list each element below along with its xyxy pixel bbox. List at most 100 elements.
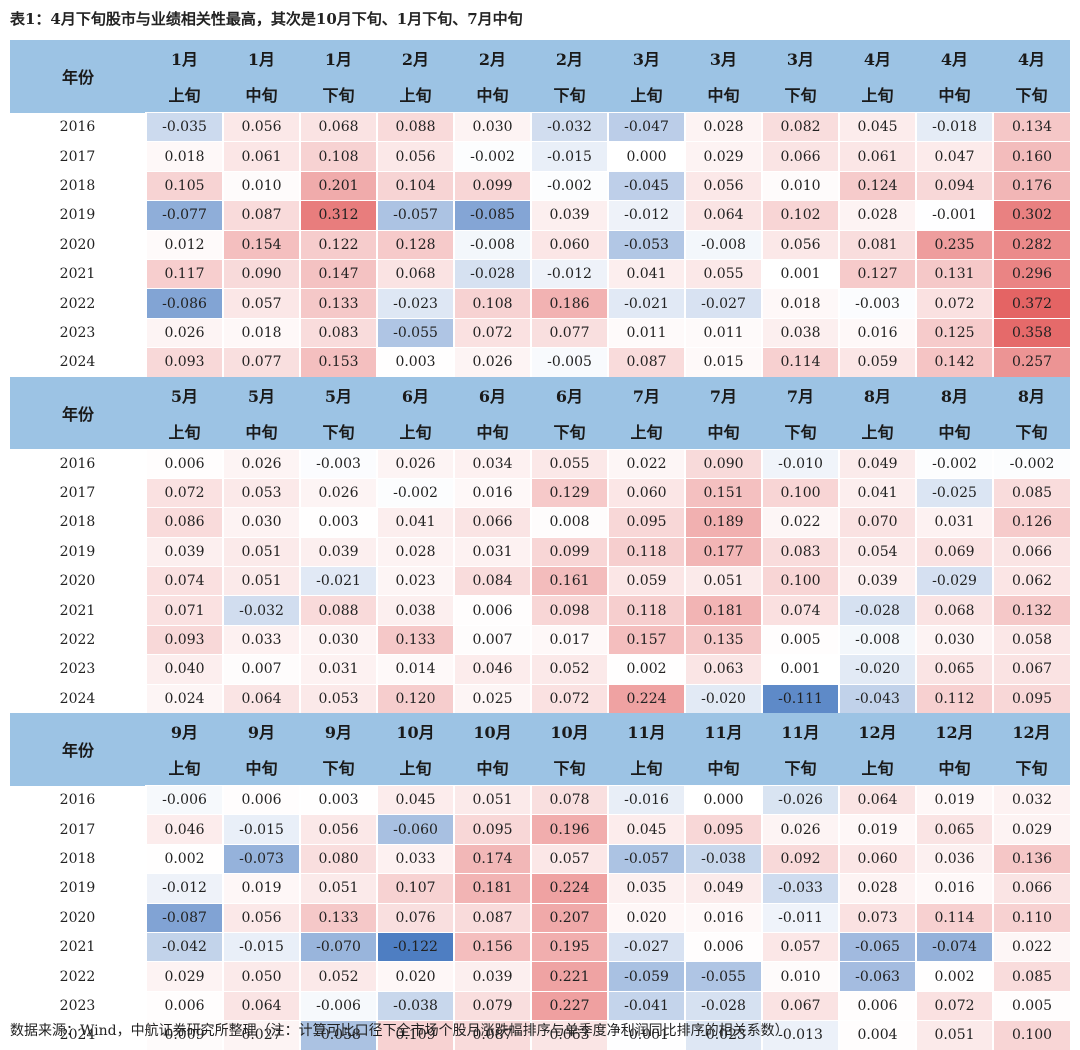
header-row-months: 年份 9月 9月 9月 10月 10月 10月 11月 11月 11月 12月 12月 12月 xyxy=(10,713,1070,786)
value-cell: -0.008 xyxy=(684,229,762,260)
value-cell: 0.050 xyxy=(222,961,300,992)
value-cell: 0.156 xyxy=(453,931,531,962)
table-row: 2018 0.086 0.030 0.003 0.041 0.066 0.008 0.095 0… xyxy=(10,507,1070,538)
value-cell: 0.052 xyxy=(299,961,377,992)
value-cell: -0.042 xyxy=(145,931,223,962)
value-cell: 0.083 xyxy=(299,317,377,348)
value-cell: -0.028 xyxy=(453,258,531,289)
value-cell: 0.186 xyxy=(530,288,608,319)
month-header: 7月 xyxy=(762,376,839,413)
period-header: 上旬 xyxy=(839,76,916,113)
value-cell: 0.312 xyxy=(299,200,377,231)
value-cell: 0.104 xyxy=(376,170,454,201)
value-cell: 0.019 xyxy=(838,814,916,845)
value-cell: 0.056 xyxy=(222,111,300,142)
value-cell: 0.032 xyxy=(992,785,1070,815)
value-cell: -0.016 xyxy=(607,785,685,815)
value-cell: 0.224 xyxy=(530,873,608,904)
period-header: 中旬 xyxy=(685,412,762,450)
value-cell: -0.006 xyxy=(145,785,223,815)
value-cell: -0.045 xyxy=(607,170,685,201)
month-header: 11月 xyxy=(762,713,839,750)
value-cell: 0.056 xyxy=(684,170,762,201)
value-cell: -0.003 xyxy=(838,288,916,319)
value-cell: 0.026 xyxy=(299,477,377,508)
value-cell: 0.005 xyxy=(992,990,1070,1021)
value-cell: 0.196 xyxy=(530,814,608,845)
value-cell: 0.069 xyxy=(915,536,993,567)
value-cell: -0.033 xyxy=(761,873,839,904)
value-cell: 0.010 xyxy=(222,170,300,201)
value-cell: 0.006 xyxy=(145,448,223,479)
value-cell: 0.068 xyxy=(376,258,454,289)
value-cell: -0.055 xyxy=(684,961,762,992)
month-header: 6月 xyxy=(531,376,608,413)
value-cell: 0.005 xyxy=(761,624,839,655)
year-cell: 2016 xyxy=(59,455,96,472)
value-cell: 0.095 xyxy=(684,814,762,845)
period-header: 上旬 xyxy=(608,412,685,450)
value-cell: 0.100 xyxy=(761,566,839,596)
value-cell: 0.028 xyxy=(838,873,916,904)
year-cell: 2020 xyxy=(59,573,96,590)
value-cell: 0.051 xyxy=(222,536,300,567)
value-cell: 0.093 xyxy=(145,347,223,377)
period-header: 中旬 xyxy=(454,412,531,450)
value-cell: -0.077 xyxy=(145,200,223,231)
value-cell: 0.014 xyxy=(376,654,454,685)
value-cell: 0.035 xyxy=(607,873,685,904)
table-row: 2017 0.018 0.061 0.108 0.056 -0.002 -0.015 0.00… xyxy=(10,141,1070,172)
value-cell: 0.007 xyxy=(222,654,300,685)
value-cell: -0.021 xyxy=(299,566,377,596)
value-cell: 0.129 xyxy=(530,477,608,508)
value-cell: 0.030 xyxy=(222,507,300,538)
value-cell: 0.066 xyxy=(992,873,1070,904)
table-row: 2023 0.026 0.018 0.083 -0.055 0.072 0.077 0.011… xyxy=(10,317,1070,348)
value-cell: 0.154 xyxy=(222,229,300,260)
value-cell: 0.105 xyxy=(145,170,223,201)
period-header: 下旬 xyxy=(300,76,377,113)
value-cell: 0.004 xyxy=(838,1020,916,1050)
table-row: 2023 0.040 0.007 0.031 0.014 0.046 0.052 0.002 0… xyxy=(10,654,1070,685)
year-cell: 2022 xyxy=(59,968,96,985)
year-cell: 2017 xyxy=(59,148,96,165)
value-cell: 0.055 xyxy=(684,258,762,289)
period-header: 上旬 xyxy=(608,76,685,113)
value-cell: 0.157 xyxy=(607,624,685,655)
value-cell: 0.015 xyxy=(684,347,762,377)
year-cell: 2020 xyxy=(59,236,96,253)
month-header: 10月 xyxy=(454,713,531,750)
value-cell: -0.008 xyxy=(838,624,916,655)
value-cell: 0.174 xyxy=(453,843,531,874)
value-cell: 0.087 xyxy=(222,200,300,231)
period-header: 下旬 xyxy=(300,412,377,450)
correlation-table: 年份 1月 1月 1月 2月 2月 2月 3月 3月 3月 4月 4月 4月 上旬 中旬 下旬 上旬 中旬 下旬 上旬… xyxy=(10,40,1070,1050)
year-cell: 2022 xyxy=(59,632,96,649)
value-cell: 0.134 xyxy=(992,111,1070,142)
table-row: 2022 0.029 0.050 0.052 0.020 0.039 0.221 -0.059… xyxy=(10,961,1070,992)
value-cell: -0.020 xyxy=(684,683,762,714)
value-cell: 0.022 xyxy=(607,448,685,479)
value-cell: 0.227 xyxy=(530,990,608,1021)
value-cell: 0.065 xyxy=(915,814,993,845)
month-header: 9月 xyxy=(223,713,300,750)
table-row: 2019 -0.012 0.019 0.051 0.107 0.181 0.224 0.035… xyxy=(10,873,1070,904)
value-cell: -0.018 xyxy=(915,111,993,142)
value-cell: 0.061 xyxy=(222,141,300,172)
value-cell: 0.151 xyxy=(684,477,762,508)
value-cell: -0.032 xyxy=(222,595,300,626)
year-cell: 2024 xyxy=(59,690,96,707)
value-cell: -0.122 xyxy=(376,931,454,962)
value-cell: 0.128 xyxy=(376,229,454,260)
value-cell: 0.002 xyxy=(607,654,685,685)
value-cell: 0.110 xyxy=(992,902,1070,933)
value-cell: 0.017 xyxy=(530,624,608,655)
period-header: 中旬 xyxy=(223,76,300,113)
value-cell: 0.127 xyxy=(838,258,916,289)
value-cell: 0.026 xyxy=(761,814,839,845)
value-cell: 0.039 xyxy=(145,536,223,567)
value-cell: -0.065 xyxy=(838,931,916,962)
value-cell: 0.051 xyxy=(299,873,377,904)
value-cell: 0.282 xyxy=(992,229,1070,260)
value-cell: 0.041 xyxy=(838,477,916,508)
